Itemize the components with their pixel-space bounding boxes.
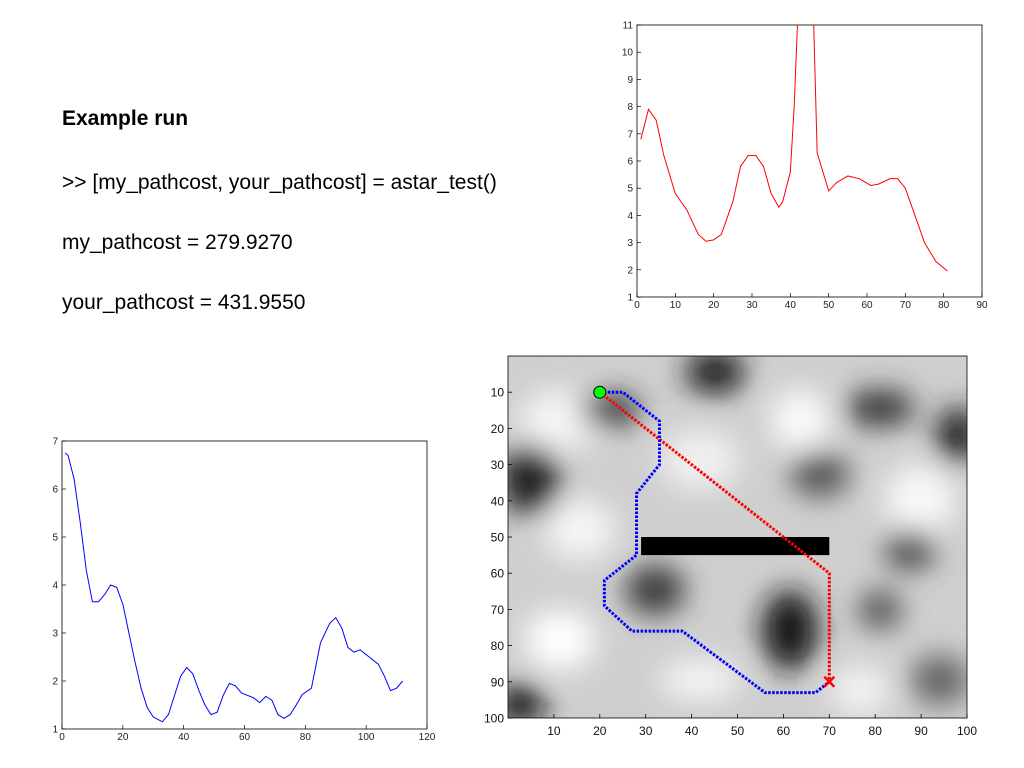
plot-frame: [61, 440, 428, 730]
command-line: >> [my_pathcost, your_pathcost] = astar_…: [62, 171, 497, 194]
y-tick-label: 8: [627, 102, 633, 113]
x-tick-label: 80: [300, 732, 312, 743]
y-tick-label: 100: [484, 712, 504, 726]
y-tick-label: 2: [52, 677, 58, 688]
x-tick-label: 50: [731, 724, 745, 738]
y-tick-label: 30: [491, 458, 505, 472]
result-line: my_pathcost = 279.9270: [62, 231, 293, 254]
plot-area: [64, 452, 404, 723]
x-tick-label: 70: [900, 300, 912, 311]
y-tick-label: 5: [627, 184, 633, 195]
x-tick-label: 30: [746, 300, 758, 311]
data-line: [64, 452, 404, 723]
y-tick-label: 90: [491, 675, 505, 689]
y-tick-label: 2: [627, 265, 633, 276]
cost-map: [508, 356, 967, 718]
y-tick-label: 1: [52, 725, 58, 736]
x-tick-label: 80: [938, 300, 950, 311]
y-tick-label: 3: [627, 238, 633, 249]
y-tick-label: 7: [52, 437, 58, 448]
y-tick-label: 70: [491, 603, 505, 617]
x-tick-label: 30: [639, 724, 653, 738]
start-marker: [593, 385, 607, 399]
y-tick-label: 9: [627, 75, 633, 86]
y-tick-label: 7: [627, 129, 633, 140]
plot-frame: [636, 24, 983, 298]
x-tick-label: 60: [861, 300, 873, 311]
y-tick-label: 60: [491, 567, 505, 581]
data-line: [640, 25, 948, 272]
x-tick-label: 10: [670, 300, 682, 311]
y-tick-label: 4: [52, 581, 58, 592]
y-tick-label: 6: [52, 485, 58, 496]
y-tick-label: 4: [627, 211, 633, 222]
x-tick-label: 100: [957, 724, 977, 738]
y-tick-label: 50: [491, 531, 505, 545]
plot-area: [640, 25, 948, 272]
goal-marker: [823, 675, 836, 688]
y-tick-label: 20: [491, 422, 505, 436]
obstacle: [641, 537, 830, 556]
y-tick-label: 3: [52, 629, 58, 640]
x-tick-label: 90: [976, 300, 988, 311]
x-tick-label: 40: [178, 732, 190, 743]
y-tick-label: 1: [627, 293, 633, 304]
x-tick-label: 120: [419, 732, 436, 743]
heading: Example run: [62, 107, 188, 130]
x-tick-label: 0: [634, 300, 640, 311]
y-tick-label: 10: [622, 48, 634, 59]
x-tick-label: 20: [117, 732, 129, 743]
planned-path: [599, 390, 831, 695]
x-tick-label: 10: [547, 724, 561, 738]
map-overlay: [593, 385, 836, 695]
x-tick-label: 20: [708, 300, 720, 311]
result-line: your_pathcost = 431.9550: [62, 291, 305, 314]
x-tick-label: 70: [823, 724, 837, 738]
y-tick-label: 80: [491, 639, 505, 653]
y-tick-label: 6: [627, 157, 633, 168]
x-tick-label: 80: [869, 724, 883, 738]
x-tick-label: 100: [358, 732, 375, 743]
x-tick-label: 40: [685, 724, 699, 738]
x-tick-label: 0: [59, 732, 65, 743]
x-tick-label: 60: [239, 732, 251, 743]
y-tick-label: 11: [623, 21, 634, 32]
y-tick-label: 10: [491, 386, 505, 400]
x-tick-label: 90: [914, 724, 928, 738]
x-tick-label: 60: [777, 724, 791, 738]
y-tick-label: 5: [52, 533, 58, 544]
x-tick-label: 40: [785, 300, 797, 311]
x-tick-label: 50: [823, 300, 835, 311]
planned-path: [598, 391, 831, 682]
x-tick-label: 20: [593, 724, 607, 738]
y-tick-label: 40: [491, 494, 505, 508]
